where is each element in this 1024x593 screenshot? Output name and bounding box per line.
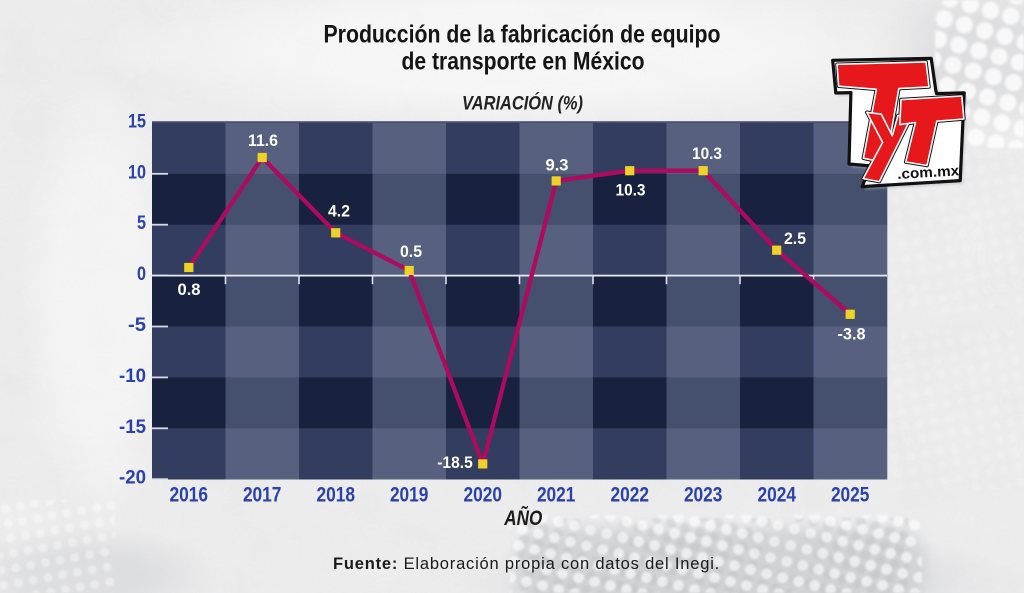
svg-text:2021: 2021	[537, 483, 576, 507]
svg-text:2019: 2019	[390, 483, 429, 507]
svg-text:2024: 2024	[758, 483, 797, 507]
svg-text:0.5: 0.5	[400, 243, 422, 261]
svg-text:2.5: 2.5	[784, 230, 806, 248]
svg-text:Fuente: Elaboración propia con: Fuente: Elaboración propia con datos del…	[333, 555, 720, 573]
svg-text:2022: 2022	[611, 483, 650, 507]
svg-text:2017: 2017	[243, 483, 282, 507]
svg-text:9.3: 9.3	[546, 157, 569, 175]
svg-text:2025: 2025	[831, 483, 870, 507]
svg-text:0.8: 0.8	[178, 281, 201, 299]
svg-text:4.2: 4.2	[328, 203, 350, 221]
svg-text:.com.mx: .com.mx	[897, 163, 960, 183]
svg-text:-15: -15	[119, 417, 146, 438]
svg-text:AÑO: AÑO	[503, 507, 542, 530]
svg-text:-5: -5	[128, 315, 146, 336]
svg-text:-18.5: -18.5	[437, 454, 473, 472]
svg-text:10.3: 10.3	[692, 145, 722, 163]
svg-text:0: 0	[137, 264, 146, 285]
svg-text:de transporte en México: de transporte en México	[402, 48, 645, 76]
svg-text:11.6: 11.6	[248, 132, 278, 150]
svg-text:2018: 2018	[317, 483, 356, 507]
svg-text:2020: 2020	[464, 483, 503, 507]
svg-text:-10: -10	[119, 366, 146, 387]
svg-text:5: 5	[137, 213, 146, 234]
svg-text:-3.8: -3.8	[838, 326, 866, 344]
svg-text:VARIACIÓN (%): VARIACIÓN (%)	[462, 92, 583, 115]
svg-text:Producción de la fabricación: Producción de la fabricación de equipo	[324, 20, 721, 48]
svg-text:2016: 2016	[170, 483, 209, 507]
svg-text:2023: 2023	[684, 483, 723, 507]
svg-text:-20: -20	[119, 468, 146, 489]
svg-text:10.3: 10.3	[616, 182, 646, 200]
svg-text:10: 10	[128, 162, 146, 183]
svg-text:15: 15	[128, 111, 146, 132]
